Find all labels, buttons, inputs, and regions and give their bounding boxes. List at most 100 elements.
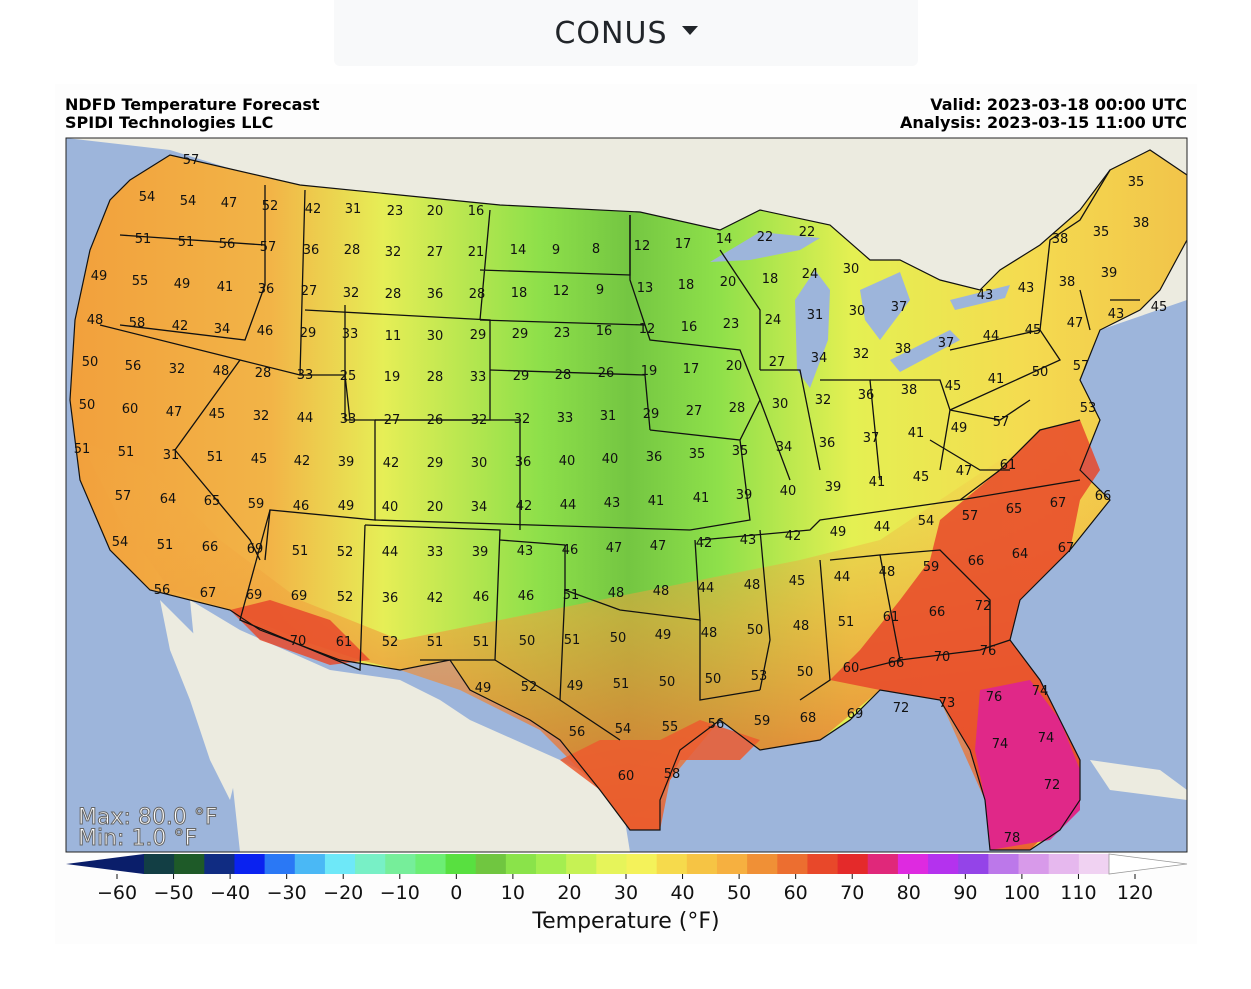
mexico-land: [190, 600, 630, 852]
map-value-label: 52: [521, 680, 538, 695]
map-value-label: 64: [160, 492, 177, 507]
region-dropdown[interactable]: CONUS: [334, 0, 918, 66]
map-value-label: 47: [166, 405, 183, 420]
chevron-down-icon: [681, 25, 698, 35]
lake-huron: [860, 272, 910, 340]
map-value-label: 49: [91, 269, 108, 284]
map-value-label: 36: [303, 243, 320, 258]
map-value-label: 56: [708, 717, 725, 732]
figure-title: NDFD Temperature Forecast: [65, 95, 320, 114]
colorbar-tick-label: −30: [267, 882, 307, 904]
map-value-label: 44: [698, 581, 715, 596]
colorbar-segment: [475, 854, 507, 874]
figure-source: SPIDI Technologies LLC: [65, 113, 274, 132]
map-value-label: 40: [602, 452, 619, 467]
map-value-label: 55: [132, 274, 149, 289]
arizona-hot-zone: [230, 600, 370, 665]
colorbar-segment: [355, 854, 386, 874]
colorbar-tick-label: −50: [154, 882, 194, 904]
map-value-label: 56: [125, 359, 142, 374]
map-value-label: 33: [340, 412, 357, 427]
map-value-label: 34: [214, 322, 231, 337]
map-value-label: 35: [1128, 175, 1145, 190]
colorbar-segment: [777, 854, 808, 874]
map-value-label: 36: [646, 450, 663, 465]
lake-ontario: [950, 285, 1010, 310]
map-value-label: 54: [615, 722, 632, 737]
colorbar-tick-label: 90: [953, 882, 977, 904]
colorbar-segment: [144, 854, 175, 874]
map-value-label: 45: [945, 379, 962, 394]
map-value-label: 52: [382, 635, 399, 650]
map-value-label: 41: [908, 426, 925, 441]
map-value-label: 73: [939, 696, 956, 711]
map-value-label: 61: [1000, 458, 1017, 473]
map-value-label: 44: [834, 570, 851, 585]
map-value-label: 27: [301, 284, 318, 299]
colorbar-segment: [445, 854, 477, 874]
map-value-label: 43: [604, 496, 621, 511]
map-value-label: 42: [516, 499, 533, 514]
map-value-label: 51: [178, 235, 195, 250]
map-value-label: 38: [1059, 275, 1076, 290]
map-value-label: 45: [251, 452, 268, 467]
map-value-label: 57: [1073, 359, 1090, 374]
map-value-label: 51: [157, 538, 174, 553]
map-value-label: 34: [776, 440, 793, 455]
map-value-label: 47: [221, 196, 238, 211]
map-value-label: 76: [980, 644, 997, 659]
colorbar-segment: [807, 854, 839, 874]
map-value-label: 16: [596, 324, 613, 339]
map-value-label: 52: [337, 545, 354, 560]
map-value-label: 57: [183, 153, 200, 168]
colorbar-segment: [716, 854, 748, 874]
map-value-label: 54: [112, 535, 129, 550]
map-value-label: 50: [519, 634, 536, 649]
map-value-label: 20: [720, 275, 737, 290]
map-value-label: 78: [1004, 831, 1021, 846]
map-value-label: 12: [634, 239, 651, 254]
colorbar-segment: [988, 854, 1020, 874]
map-value-label: 27: [769, 355, 786, 370]
map-value-label: 11: [385, 329, 402, 344]
map-value-label: 35: [1093, 225, 1110, 240]
colorbar-segment: [234, 854, 266, 874]
map-value-label: 33: [342, 327, 359, 342]
map-value-label: 56: [154, 583, 171, 598]
map-value-label: 55: [662, 720, 679, 735]
map-value-label: 40: [382, 500, 399, 515]
map-value-label: 30: [843, 262, 860, 277]
map-value-label: 45: [1151, 300, 1168, 315]
map-value-label: 54: [918, 514, 935, 529]
map-value-label: 50: [747, 623, 764, 638]
map-value-label: 42: [785, 529, 802, 544]
map-value-label: 69: [246, 588, 263, 603]
colorbar-segment: [837, 854, 869, 874]
colorbar-segment: [566, 854, 597, 874]
map-value-label: 20: [726, 359, 743, 374]
map-value-label: 49: [475, 681, 492, 696]
map-value-label: 35: [732, 444, 749, 459]
map-value-label: 9: [552, 243, 560, 258]
map-value-label: 28: [427, 370, 444, 385]
map-value-label: 48: [608, 586, 625, 601]
map-value-label: 64: [1012, 547, 1029, 562]
map-value-label: 28: [255, 366, 272, 381]
map-value-label: 50: [797, 665, 814, 680]
figure-header-left: NDFD Temperature Forecast SPIDI Technolo…: [65, 96, 320, 132]
map-value-label: 30: [772, 397, 789, 412]
map-value-label: 72: [893, 701, 910, 716]
map-value-label: 36: [858, 388, 875, 403]
map-value-label: 67: [1050, 496, 1067, 511]
map-value-label: 28: [344, 243, 361, 258]
coastline: [69, 149, 1187, 851]
colorbar-tick-label: −40: [210, 882, 250, 904]
map-value-label: 41: [988, 372, 1005, 387]
colorbar-segment: [596, 854, 627, 874]
map-value-label: 69: [847, 707, 864, 722]
colorbar-segment: [1078, 854, 1110, 874]
map-value-label: 37: [938, 336, 955, 351]
map-value-label: 56: [219, 237, 236, 252]
map-value-label: 69: [247, 542, 264, 557]
